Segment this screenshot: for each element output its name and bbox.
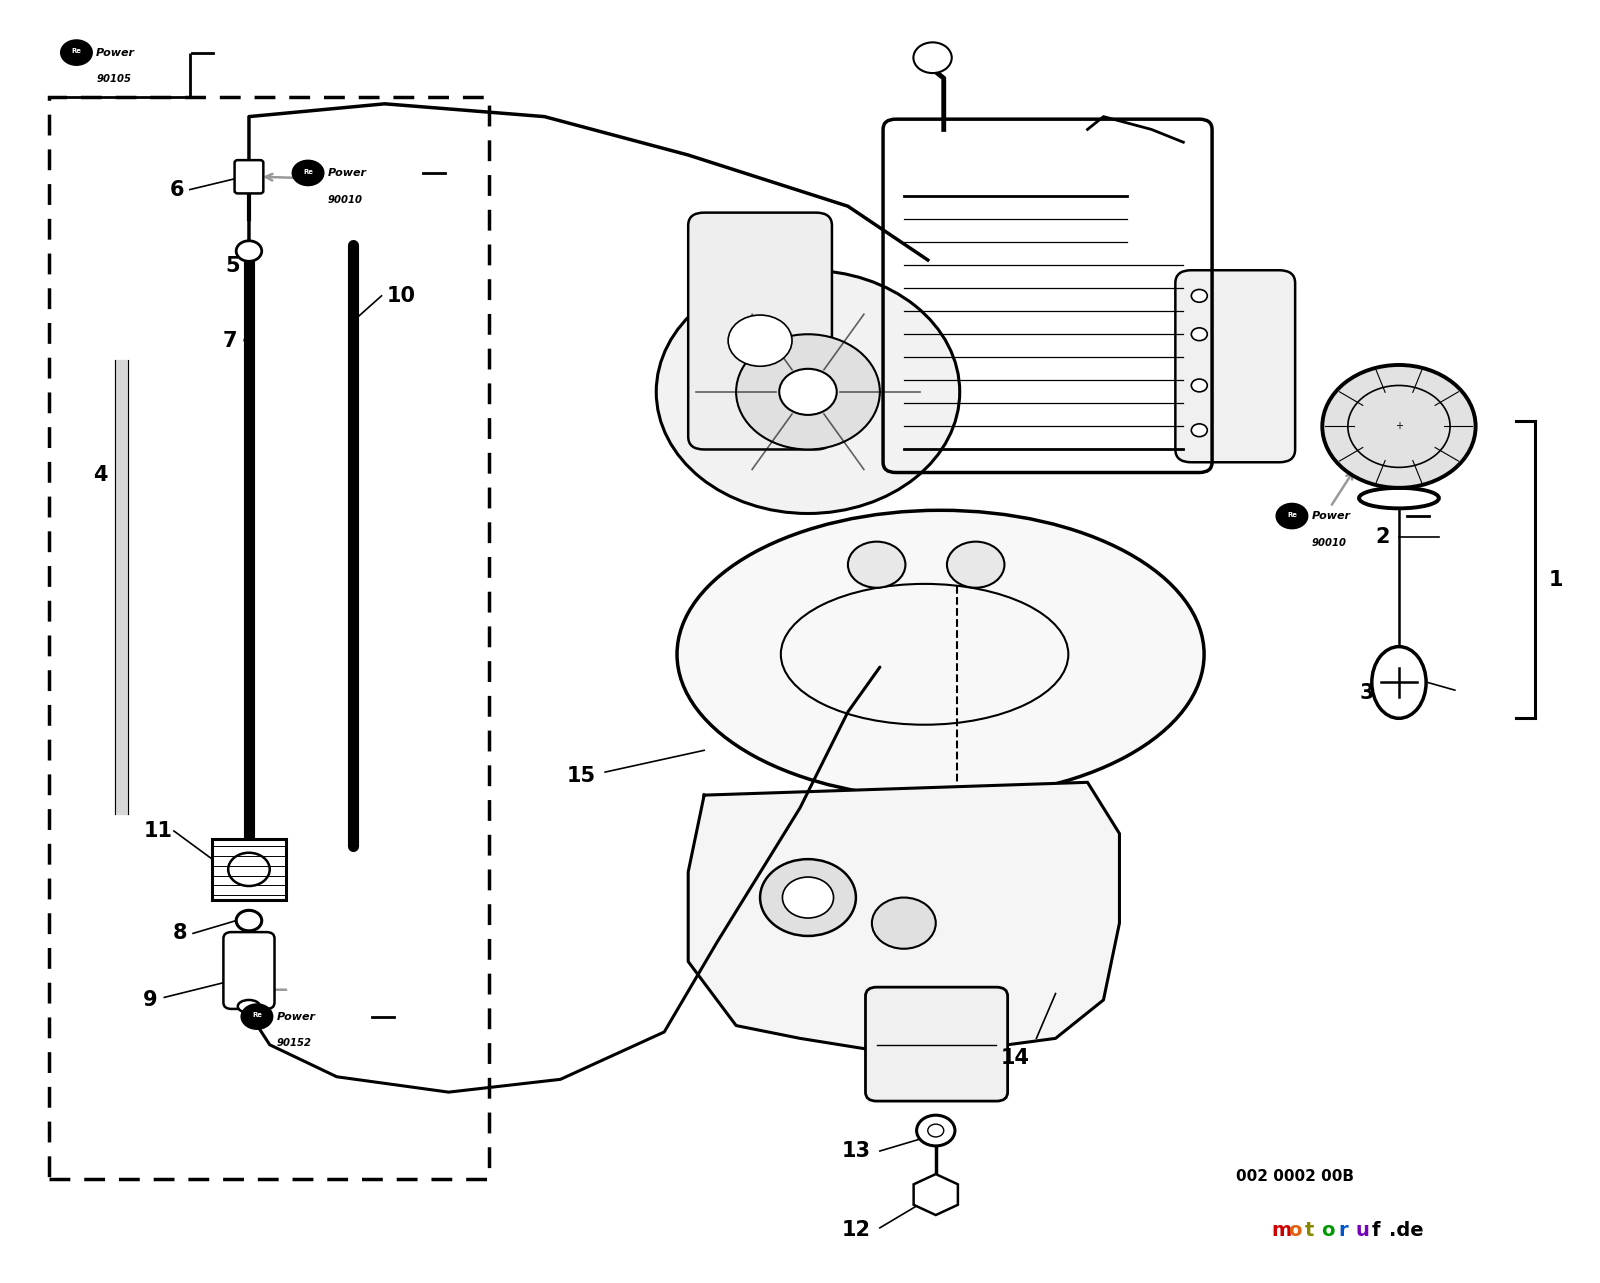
Text: u: u: [1355, 1221, 1370, 1239]
Circle shape: [728, 316, 792, 366]
Circle shape: [1192, 290, 1208, 303]
Circle shape: [1192, 378, 1208, 391]
Text: 2: 2: [1376, 526, 1390, 547]
Text: Power: Power: [96, 47, 134, 58]
Text: t: t: [1304, 1221, 1314, 1239]
Circle shape: [1322, 364, 1475, 488]
FancyBboxPatch shape: [1176, 271, 1294, 462]
Text: 90010: 90010: [1312, 538, 1347, 548]
Text: 13: 13: [842, 1141, 870, 1161]
Circle shape: [848, 541, 906, 588]
Text: 12: 12: [842, 1220, 870, 1241]
Circle shape: [914, 42, 952, 73]
Text: Re: Re: [1286, 512, 1298, 518]
Ellipse shape: [1371, 647, 1426, 718]
Circle shape: [61, 40, 93, 65]
Text: Power: Power: [277, 1011, 315, 1021]
Text: 5: 5: [226, 257, 240, 276]
Circle shape: [293, 160, 323, 186]
Text: 3: 3: [1360, 683, 1374, 703]
Text: Re: Re: [72, 49, 82, 54]
Text: r: r: [1338, 1221, 1347, 1239]
Text: f: f: [1371, 1221, 1381, 1239]
Text: 9: 9: [142, 990, 157, 1010]
Text: 1: 1: [1549, 570, 1563, 590]
Circle shape: [1277, 503, 1307, 529]
Text: 90105: 90105: [96, 74, 131, 85]
Circle shape: [1192, 423, 1208, 436]
Circle shape: [782, 878, 834, 919]
Text: 14: 14: [1002, 1048, 1030, 1067]
Bar: [50, 98, 488, 1179]
FancyBboxPatch shape: [213, 839, 286, 901]
Text: 11: 11: [144, 821, 173, 840]
Text: 4: 4: [93, 464, 107, 485]
Text: m: m: [1270, 1221, 1291, 1239]
Text: 90152: 90152: [277, 1038, 312, 1048]
Circle shape: [760, 860, 856, 937]
Text: 90010: 90010: [328, 195, 363, 205]
Text: o: o: [1288, 1221, 1301, 1239]
Text: 8: 8: [173, 924, 187, 943]
Circle shape: [947, 541, 1005, 588]
Text: Power: Power: [1312, 511, 1350, 521]
Circle shape: [237, 241, 262, 262]
Text: o: o: [1322, 1221, 1334, 1239]
Circle shape: [242, 1005, 272, 1029]
Ellipse shape: [238, 999, 261, 1012]
Circle shape: [656, 271, 960, 513]
Text: 7: 7: [222, 331, 237, 350]
FancyBboxPatch shape: [688, 213, 832, 449]
Text: Re: Re: [302, 169, 314, 174]
Circle shape: [736, 335, 880, 449]
Text: 10: 10: [386, 286, 414, 305]
Circle shape: [917, 1115, 955, 1146]
FancyBboxPatch shape: [866, 987, 1008, 1101]
Text: 002 0002 00B: 002 0002 00B: [1237, 1169, 1354, 1184]
Ellipse shape: [677, 511, 1205, 798]
Text: Re: Re: [253, 1012, 262, 1019]
Text: 6: 6: [170, 180, 184, 200]
Circle shape: [1192, 328, 1208, 341]
Text: .de: .de: [1389, 1221, 1424, 1239]
Circle shape: [779, 368, 837, 414]
FancyBboxPatch shape: [224, 933, 275, 1008]
Text: 15: 15: [566, 766, 595, 786]
Circle shape: [928, 1124, 944, 1137]
FancyBboxPatch shape: [235, 160, 264, 194]
Polygon shape: [688, 783, 1120, 1051]
Circle shape: [872, 898, 936, 948]
Circle shape: [237, 911, 262, 931]
Text: Power: Power: [328, 168, 366, 178]
Text: +: +: [1395, 421, 1403, 431]
